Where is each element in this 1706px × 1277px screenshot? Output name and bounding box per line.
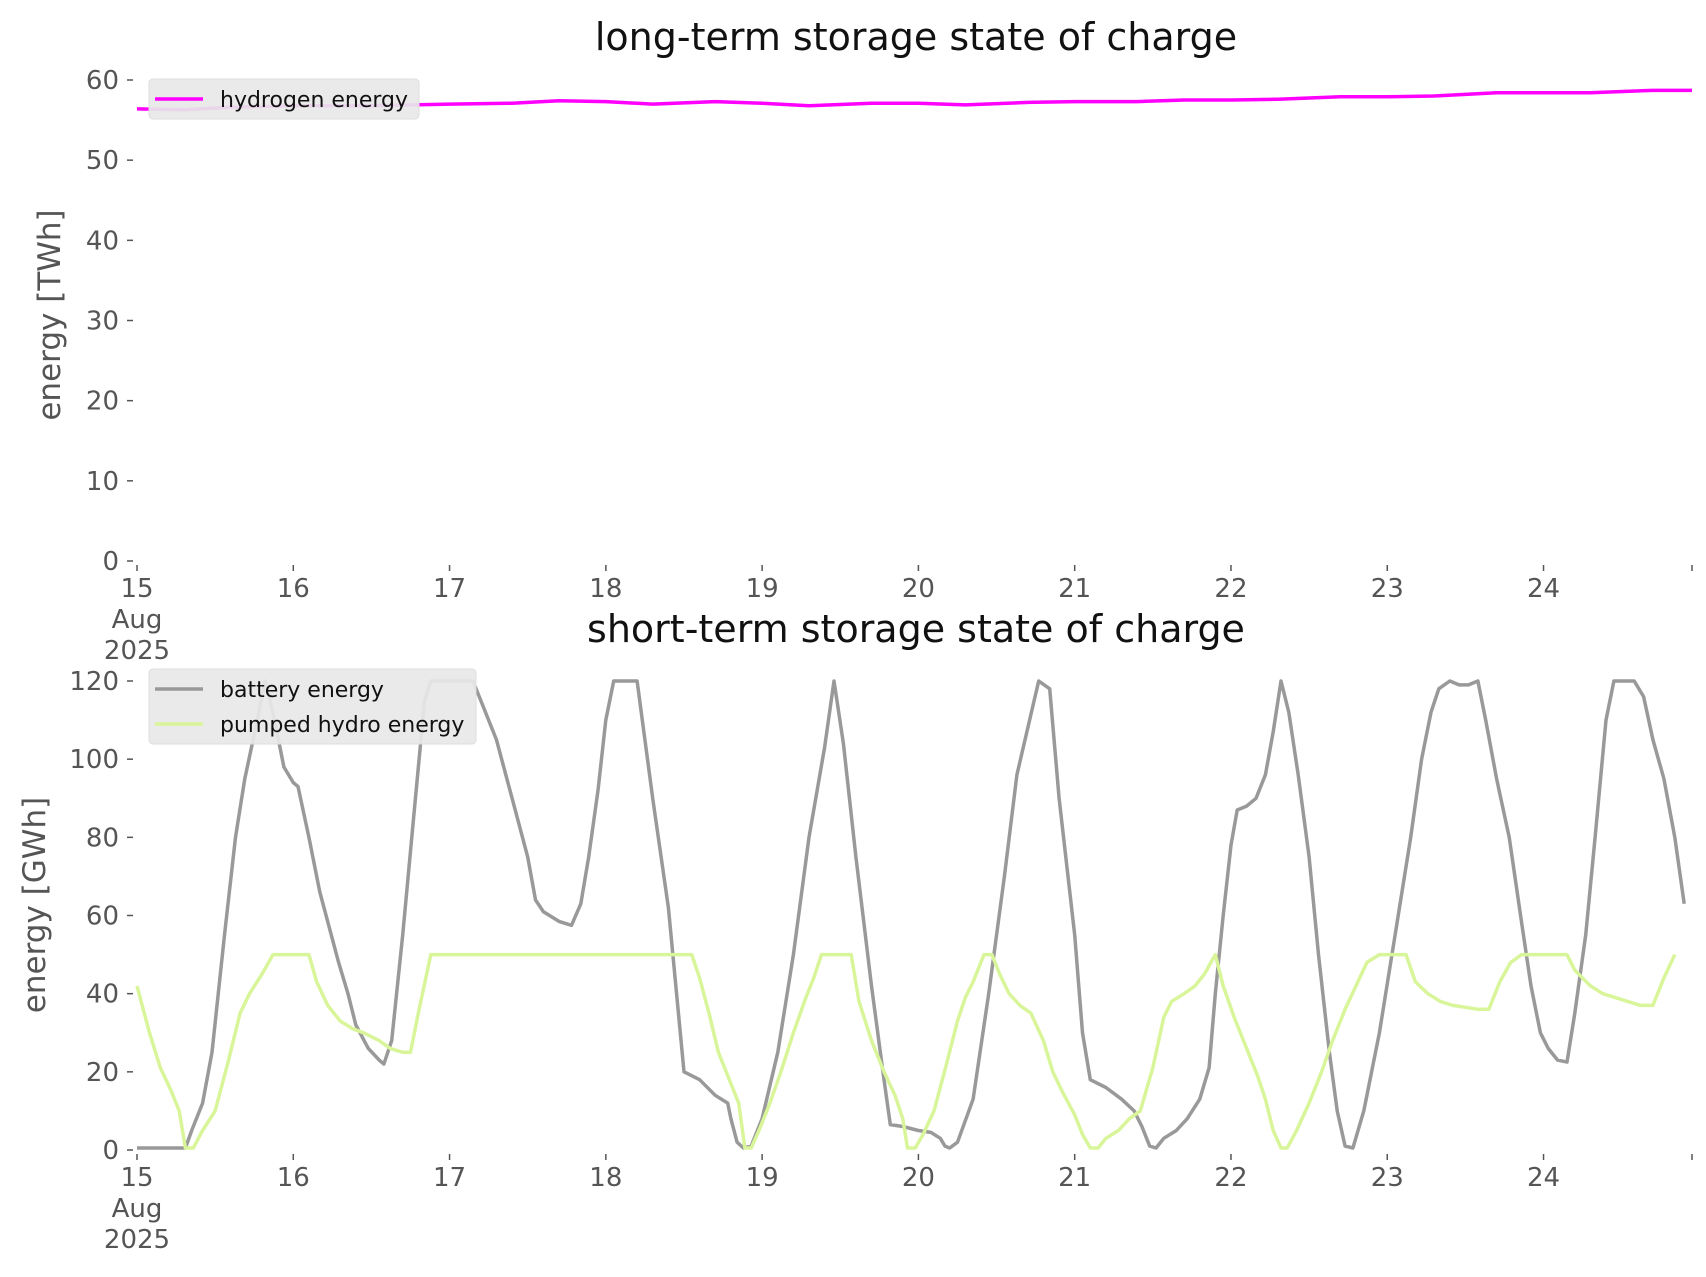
x-tick-label: 18	[589, 574, 622, 604]
long-term-chart: long-term storage state of charge energy…	[32, 15, 1693, 666]
y-tick-label: 30	[86, 307, 119, 337]
chart-title: short-term storage state of charge	[587, 607, 1245, 651]
x-tick-label: 24	[1527, 574, 1560, 604]
y-axis-label: energy [TWh]	[32, 209, 68, 420]
y-tick-label: 120	[69, 667, 119, 697]
y-tick-label: 20	[86, 387, 119, 417]
x-tick-label: 21	[1058, 1163, 1091, 1193]
chart-title: long-term storage state of charge	[595, 15, 1237, 59]
x-tick-label: 22	[1214, 1163, 1247, 1193]
legend-box	[148, 78, 420, 120]
x-tick-label: 16	[277, 574, 310, 604]
series-line-pumped-hydro-energy	[135, 952, 1677, 1150]
x-tick-label: 18	[589, 1163, 622, 1193]
legend-label: hydrogen energy	[220, 88, 408, 113]
x-tick-label: 24	[1527, 1163, 1560, 1193]
y-tick-label: 0	[102, 1136, 119, 1166]
legend: hydrogen energy	[148, 78, 420, 120]
x-tick-label: 23	[1371, 574, 1404, 604]
x-tick-label: 17	[433, 1163, 466, 1193]
legend-label: battery energy	[220, 678, 384, 703]
x-tick-label: 17	[433, 574, 466, 604]
series-line-hydrogen-energy	[136, 88, 1692, 112]
y-tick-label: 40	[86, 980, 119, 1010]
series-line-battery-energy	[137, 679, 1686, 1150]
y-tick-label: 10	[86, 467, 119, 497]
y-axis-label: energy [GWh]	[17, 797, 53, 1013]
y-tick-label: 40	[86, 226, 119, 256]
x-tick-label: 21	[1058, 574, 1091, 604]
y-tick-label: 100	[69, 745, 119, 775]
x-tick-label: 15 Aug 2025	[104, 1163, 170, 1255]
x-tick-label: 22	[1214, 574, 1247, 604]
x-tick-label: 15 Aug 2025	[104, 574, 170, 666]
y-tick-label: 60	[86, 66, 119, 96]
legend-box	[148, 668, 477, 745]
y-tick-label: 20	[86, 1058, 119, 1088]
x-tick-label: 19	[746, 574, 779, 604]
y-tick-label: 0	[102, 547, 119, 577]
x-tick-label: 23	[1371, 1163, 1404, 1193]
x-tick-label: 20	[902, 1163, 935, 1193]
legend: battery energy pumped hydro energy	[148, 668, 477, 745]
legend-label: pumped hydro energy	[220, 713, 464, 738]
short-term-chart: short-term storage state of charge energ…	[17, 607, 1693, 1255]
y-tick-label: 60	[86, 902, 119, 932]
x-tick-label: 20	[902, 574, 935, 604]
x-tick-label: 16	[277, 1163, 310, 1193]
y-tick-label: 50	[86, 146, 119, 176]
y-tick-label: 80	[86, 823, 119, 853]
x-tick-label: 19	[746, 1163, 779, 1193]
